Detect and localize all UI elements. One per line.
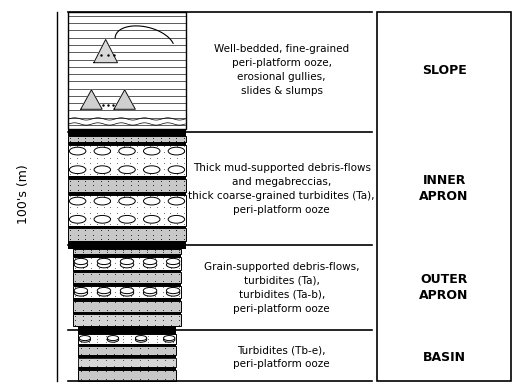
Bar [78,367,176,370]
Bar [73,256,181,270]
Bar [377,12,511,380]
Ellipse shape [97,290,111,296]
Ellipse shape [120,258,134,265]
Ellipse shape [120,262,134,268]
Ellipse shape [97,258,111,265]
Ellipse shape [74,290,87,296]
Ellipse shape [94,147,111,155]
Bar [78,347,176,356]
Ellipse shape [143,287,157,294]
Bar [68,145,186,176]
Polygon shape [81,90,102,109]
Ellipse shape [163,336,175,341]
Text: Turbidites (Tb-e),
peri-platform ooze: Turbidites (Tb-e), peri-platform ooze [233,345,330,369]
Bar [73,298,181,301]
Bar [73,272,181,283]
Ellipse shape [143,258,157,265]
Ellipse shape [168,147,185,155]
Ellipse shape [94,197,111,205]
Ellipse shape [143,216,160,223]
Ellipse shape [119,216,135,223]
Bar [68,241,186,249]
Bar [73,249,181,254]
Polygon shape [94,39,117,63]
Bar [68,129,186,137]
Ellipse shape [69,197,86,205]
Ellipse shape [120,287,134,294]
Ellipse shape [74,287,87,294]
Bar [68,226,186,228]
Ellipse shape [166,287,180,294]
Ellipse shape [168,197,185,205]
Ellipse shape [166,290,180,296]
Bar [68,228,186,241]
Ellipse shape [94,216,111,223]
Ellipse shape [120,290,134,296]
Bar [78,344,176,347]
Ellipse shape [168,166,185,173]
Ellipse shape [69,216,86,223]
Bar [73,301,181,312]
Text: OUTER
APRON: OUTER APRON [419,273,469,302]
Bar [68,195,186,226]
Ellipse shape [166,262,180,268]
Ellipse shape [79,336,90,341]
Text: BASIN: BASIN [422,351,466,364]
Text: Well-bedded, fine-grained
peri-platform ooze,
erosional gullies,
slides & slumps: Well-bedded, fine-grained peri-platform … [214,44,349,96]
Bar [73,312,181,314]
Text: Thick mud-supported debris-flows
and megabreccias,
thick coarse-grained turbidit: Thick mud-supported debris-flows and meg… [189,163,375,215]
Bar [78,358,176,367]
Ellipse shape [74,262,87,268]
Ellipse shape [69,147,86,155]
Ellipse shape [94,166,111,173]
Bar [68,12,186,129]
Text: 100's (m): 100's (m) [18,165,31,224]
Bar [68,137,186,142]
Ellipse shape [143,262,157,268]
Ellipse shape [135,336,147,341]
Bar [78,326,176,334]
Bar [73,254,181,256]
Ellipse shape [108,337,118,342]
Ellipse shape [168,216,185,223]
Bar [68,179,186,192]
Bar [68,142,186,145]
Ellipse shape [97,262,111,268]
Polygon shape [114,90,135,109]
Ellipse shape [143,197,160,205]
Bar [73,270,181,272]
Bar [78,334,176,344]
Ellipse shape [163,337,175,342]
Text: SLOPE: SLOPE [422,64,466,77]
Ellipse shape [108,336,118,341]
Bar [73,283,181,286]
Bar [68,192,186,195]
Ellipse shape [97,287,111,294]
Text: INNER
APRON: INNER APRON [419,174,469,203]
Ellipse shape [166,258,180,265]
Ellipse shape [74,258,87,265]
Ellipse shape [135,337,147,342]
Ellipse shape [69,166,86,173]
Ellipse shape [119,147,135,155]
Ellipse shape [79,337,90,342]
Bar [73,314,181,326]
Text: Grain-supported debris-flows,
turbidites (Ta),
turbidites (Ta-b),
peri-platform : Grain-supported debris-flows, turbidites… [204,261,359,314]
Ellipse shape [143,166,160,173]
Bar [78,370,176,380]
Bar [78,356,176,358]
Ellipse shape [119,166,135,173]
Ellipse shape [143,147,160,155]
Ellipse shape [119,197,135,205]
Bar [68,176,186,179]
Bar [73,286,181,298]
Ellipse shape [143,290,157,296]
